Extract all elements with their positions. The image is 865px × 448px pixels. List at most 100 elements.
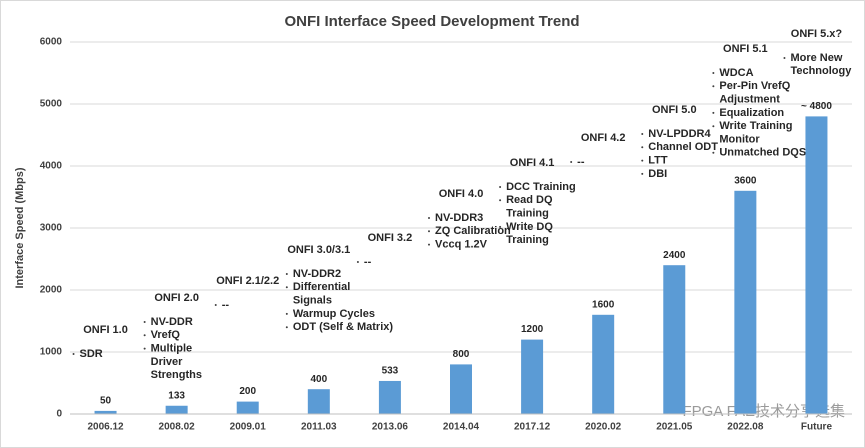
version-label: ONFI 3.0/3.1 [287,244,350,256]
feature-text: ZQ Calibration [435,225,511,237]
value-label: 133 [168,390,185,401]
feature-text: More New [790,52,842,64]
bar [663,265,686,414]
version-label: ONFI 3.2 [368,232,413,244]
version-label: ONFI 2.0 [154,292,199,304]
feature-text: -- [577,156,585,168]
bullet [712,72,715,74]
bullet [783,57,786,59]
value-label: 2400 [663,250,686,261]
bullet [356,261,359,263]
value-label: 1200 [521,324,544,335]
feature-text: DBI [648,168,667,180]
bullet [641,172,644,175]
feature-text: VrefQ [151,329,181,341]
bullet [570,161,573,163]
feature-text: Per-Pin VrefQ [719,80,790,92]
value-label: 50 [100,396,112,407]
bullet [285,273,288,275]
feature-text: Differential [293,281,350,293]
feature-text: Equalization [719,107,784,119]
bullet [143,334,146,337]
x-tick-label: 2011.03 [301,422,337,433]
bullet [143,321,146,323]
y-tick-label: 5000 [40,99,63,110]
bullet [428,243,430,246]
feature-text: Read DQ [506,194,553,206]
feature-text: Adjustment [719,94,780,106]
feature-text: NV-LPDDR4 [648,128,711,140]
feature-text: Vccq 1.2V [435,239,488,251]
x-tick-label: 2021.05 [656,422,693,433]
bullet [499,186,502,188]
version-label: ONFI 5.0 [652,104,697,116]
x-tick-label: 2020.02 [585,422,622,433]
version-label: ONFI 5.1 [723,43,768,55]
bullet [712,111,715,114]
y-axis-title: Interface Speed (Mbps) [14,167,26,288]
feature-text: NV-DDR [151,316,193,328]
value-label: 533 [382,366,399,377]
bullet [72,353,75,355]
feature-text: NV-DDR3 [435,212,483,224]
feature-text: -- [364,256,372,268]
feature-text: Write Training [719,120,792,132]
value-label: 1600 [592,299,615,310]
version-label: ONFI 5.x? [791,28,843,40]
bullet [641,146,644,149]
version-label: ONFI 1.0 [83,324,128,336]
x-tick-label: 2008.02 [159,422,196,433]
x-tick-label: Future [801,422,833,433]
feature-text: Monitor [719,133,760,145]
bullet [285,286,288,289]
bar [734,190,757,414]
bullet [499,225,502,228]
bullet [428,217,430,219]
bar [805,116,828,415]
value-label: 400 [310,374,327,385]
x-tick-label: 2013.06 [372,422,409,433]
bar [236,401,259,414]
feature-text: Training [506,234,549,246]
feature-text: Multiple [151,343,193,355]
feature-text: LTT [648,155,668,167]
bullet [285,326,288,329]
bullet [428,230,430,233]
feature-text: Strengths [151,369,202,381]
bar [592,314,615,414]
bullet [499,199,502,202]
feature-text: Signals [293,295,332,307]
bar [165,405,188,414]
bullet [214,304,217,306]
version-label: ONFI 4.0 [439,188,484,200]
y-tick-label: 6000 [40,37,63,48]
version-label: ONFI 4.2 [581,132,626,144]
feature-text: Technology [790,65,852,77]
feature-text: Training [506,208,549,220]
value-label: 200 [239,386,256,397]
feature-text: Channel ODT [648,141,718,153]
bar [307,389,330,414]
value-label: ~ 4800 [801,101,832,112]
feature-text: Unmatched DQS [719,147,806,159]
bullet [712,125,715,128]
x-tick-label: 2006.12 [87,422,124,433]
x-tick-label: 2022.08 [727,422,764,433]
feature-text: SDR [80,348,103,360]
feature-text: ODT (Self & Matrix) [293,321,394,333]
bullet [712,151,715,154]
watermark: FPGA FAE技术分享选集 [682,403,845,420]
version-label: ONFI 4.1 [510,157,555,169]
bullet [641,133,644,135]
feature-text: Write DQ [506,221,553,233]
value-label: 3600 [734,175,757,186]
x-tick-label: 2014.04 [443,422,480,433]
bar [378,380,401,414]
y-tick-label: 3000 [40,223,63,234]
bullet [285,312,288,315]
bullet [712,85,715,88]
feature-text: Warmup Cycles [293,308,375,320]
feature-text: -- [222,299,230,311]
